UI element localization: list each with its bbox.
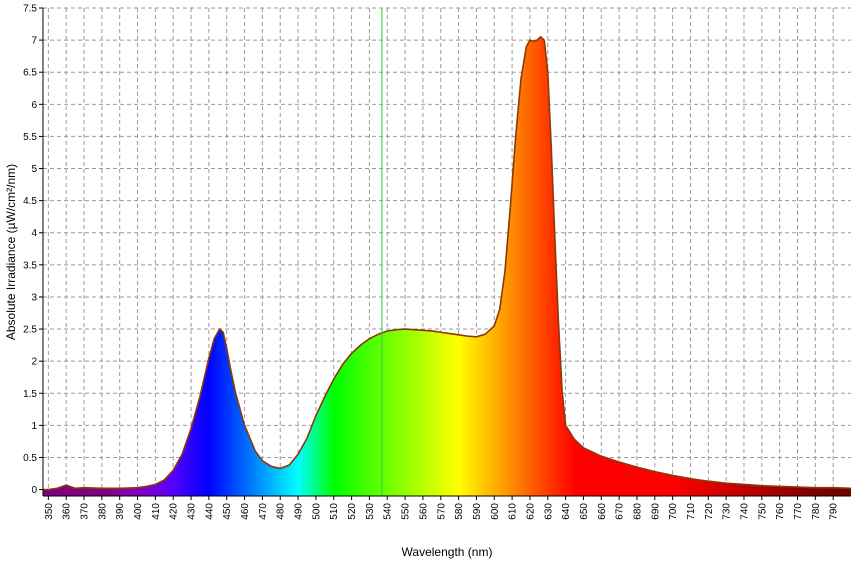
x-tick-label: 600 (490, 503, 501, 520)
x-tick-label: 740 (739, 503, 750, 520)
x-tick-label: 630 (543, 503, 554, 520)
x-axis-title: Wavelength (nm) (402, 545, 493, 559)
x-tick-label: 750 (757, 503, 768, 520)
y-tick-label: 6.5 (23, 68, 37, 79)
y-tick-label: 0 (31, 485, 37, 496)
x-tick-label: 480 (276, 503, 287, 520)
tick-labels: 350 360 370 380 390 400 410 420 430 440 450 460 470 4… (23, 4, 840, 520)
y-tick-label: 6 (31, 100, 37, 111)
y-tick-label: 1 (31, 421, 37, 432)
x-tick-label: 390 (115, 503, 126, 520)
y-tick-label: 7.5 (23, 4, 37, 15)
x-tick-label: 680 (632, 503, 643, 520)
y-axis-title: Absolute Irradiance (µW/cm²/nm) (4, 164, 18, 340)
spectrum-line (43, 35, 851, 491)
y-tick-label: 4.5 (23, 196, 37, 207)
y-tick-label: 2.5 (23, 325, 37, 336)
x-tick-label: 440 (204, 503, 215, 520)
x-tick-label: 360 (62, 503, 73, 520)
y-tick-label: 5 (31, 164, 37, 175)
x-tick-label: 660 (597, 503, 608, 520)
x-tick-label: 420 (169, 503, 180, 520)
x-tick-label: 700 (668, 503, 679, 520)
x-tick-label: 640 (561, 503, 572, 520)
spectrum-area-layer (43, 8, 851, 496)
y-tick-label: 0.5 (23, 453, 37, 464)
x-tick-label: 560 (418, 503, 429, 520)
x-tick-label: 350 (44, 503, 55, 520)
y-tick-label: 3.5 (23, 260, 37, 271)
x-tick-label: 580 (454, 503, 465, 520)
y-tick-label: 3 (31, 292, 37, 303)
x-tick-label: 450 (222, 503, 233, 520)
x-tick-label: 520 (347, 503, 358, 520)
x-tick-label: 730 (722, 503, 733, 520)
x-tick-label: 720 (704, 503, 715, 520)
x-tick-label: 510 (329, 503, 340, 520)
x-tick-label: 370 (80, 503, 91, 520)
x-tick-label: 690 (650, 503, 661, 520)
x-tick-label: 770 (793, 503, 804, 520)
x-tick-label: 490 (294, 503, 305, 520)
x-tick-label: 570 (436, 503, 447, 520)
spectrum-area (43, 36, 851, 496)
x-tick-label: 410 (151, 503, 162, 520)
x-tick-label: 760 (775, 503, 786, 520)
x-tick-label: 670 (615, 503, 626, 520)
y-tick-label: 7 (31, 36, 37, 47)
x-tick-label: 530 (365, 503, 376, 520)
x-tick-label: 470 (258, 503, 269, 520)
x-tick-label: 400 (133, 503, 144, 520)
x-tick-label: 430 (187, 503, 198, 520)
x-tick-label: 790 (829, 503, 840, 520)
x-tick-label: 550 (401, 503, 412, 520)
x-tick-label: 620 (525, 503, 536, 520)
x-tick-label: 540 (383, 503, 394, 520)
x-tick-label: 590 (472, 503, 483, 520)
x-tick-label: 710 (686, 503, 697, 520)
y-tick-label: 1.5 (23, 389, 37, 400)
x-tick-label: 780 (811, 503, 822, 520)
x-tick-label: 460 (240, 503, 251, 520)
x-tick-label: 500 (311, 503, 322, 520)
y-tick-label: 2 (31, 357, 37, 368)
x-tick-label: 380 (97, 503, 108, 520)
axes (42, 8, 851, 497)
x-tick-label: 610 (508, 503, 519, 520)
x-tick-label: 650 (579, 503, 590, 520)
y-tick-label: 4 (31, 228, 37, 239)
y-tick-label: 5.5 (23, 132, 37, 143)
